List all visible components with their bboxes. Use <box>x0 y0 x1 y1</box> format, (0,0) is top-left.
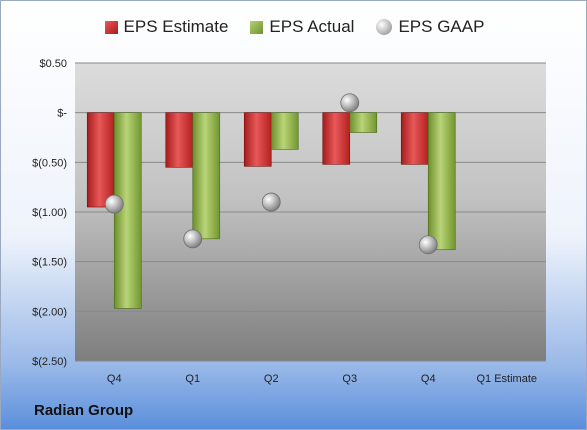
x-tick-label: Q3 <box>342 373 357 385</box>
legend: EPS Estimate EPS Actual EPS GAAP <box>1 17 586 37</box>
y-tick-label: $(1.50) <box>32 257 67 269</box>
gaap-point <box>418 235 438 255</box>
legend-label-actual: EPS Actual <box>269 17 355 36</box>
company-name: Radian Group <box>34 402 134 419</box>
legend-item-gaap: EPS GAAP <box>376 17 484 37</box>
gaap-point <box>104 194 124 214</box>
estimate-bar <box>165 112 194 168</box>
estimate-bar <box>322 112 351 165</box>
estimate-bar <box>243 112 272 167</box>
actual-bar <box>270 112 299 150</box>
gaap-point <box>340 93 360 113</box>
actual-bar <box>192 112 221 240</box>
x-tick-label: Q4 <box>107 373 122 385</box>
x-tick-label: Q2 <box>264 373 279 385</box>
actual-bar <box>427 112 456 251</box>
legend-item-actual: EPS Actual <box>250 17 354 37</box>
x-tick-label: Q4 <box>421 373 436 385</box>
gaap-swatch <box>376 19 393 35</box>
legend-label-estimate: EPS Estimate <box>123 17 229 36</box>
y-tick-label: $(2.00) <box>32 306 67 318</box>
y-tick-label: $(0.50) <box>32 157 67 169</box>
y-tick-label: $(1.00) <box>32 207 67 219</box>
estimate-bar <box>400 112 429 165</box>
legend-label-gaap: EPS GAAP <box>398 17 485 36</box>
y-tick-label: $(2.50) <box>32 356 67 368</box>
x-tick-label: Q1 Estimate <box>476 373 537 385</box>
legend-item-estimate: EPS Estimate <box>104 17 229 37</box>
x-tick-label: Q1 <box>185 373 200 385</box>
gaap-point <box>183 229 203 249</box>
estimate-bar <box>86 112 115 208</box>
y-tick-label: $- <box>57 108 67 120</box>
y-tick-label: $0.50 <box>39 58 67 70</box>
actual-bar <box>349 112 378 133</box>
actual-swatch <box>250 20 264 34</box>
gaap-point <box>261 192 281 212</box>
estimate-swatch <box>104 20 118 34</box>
